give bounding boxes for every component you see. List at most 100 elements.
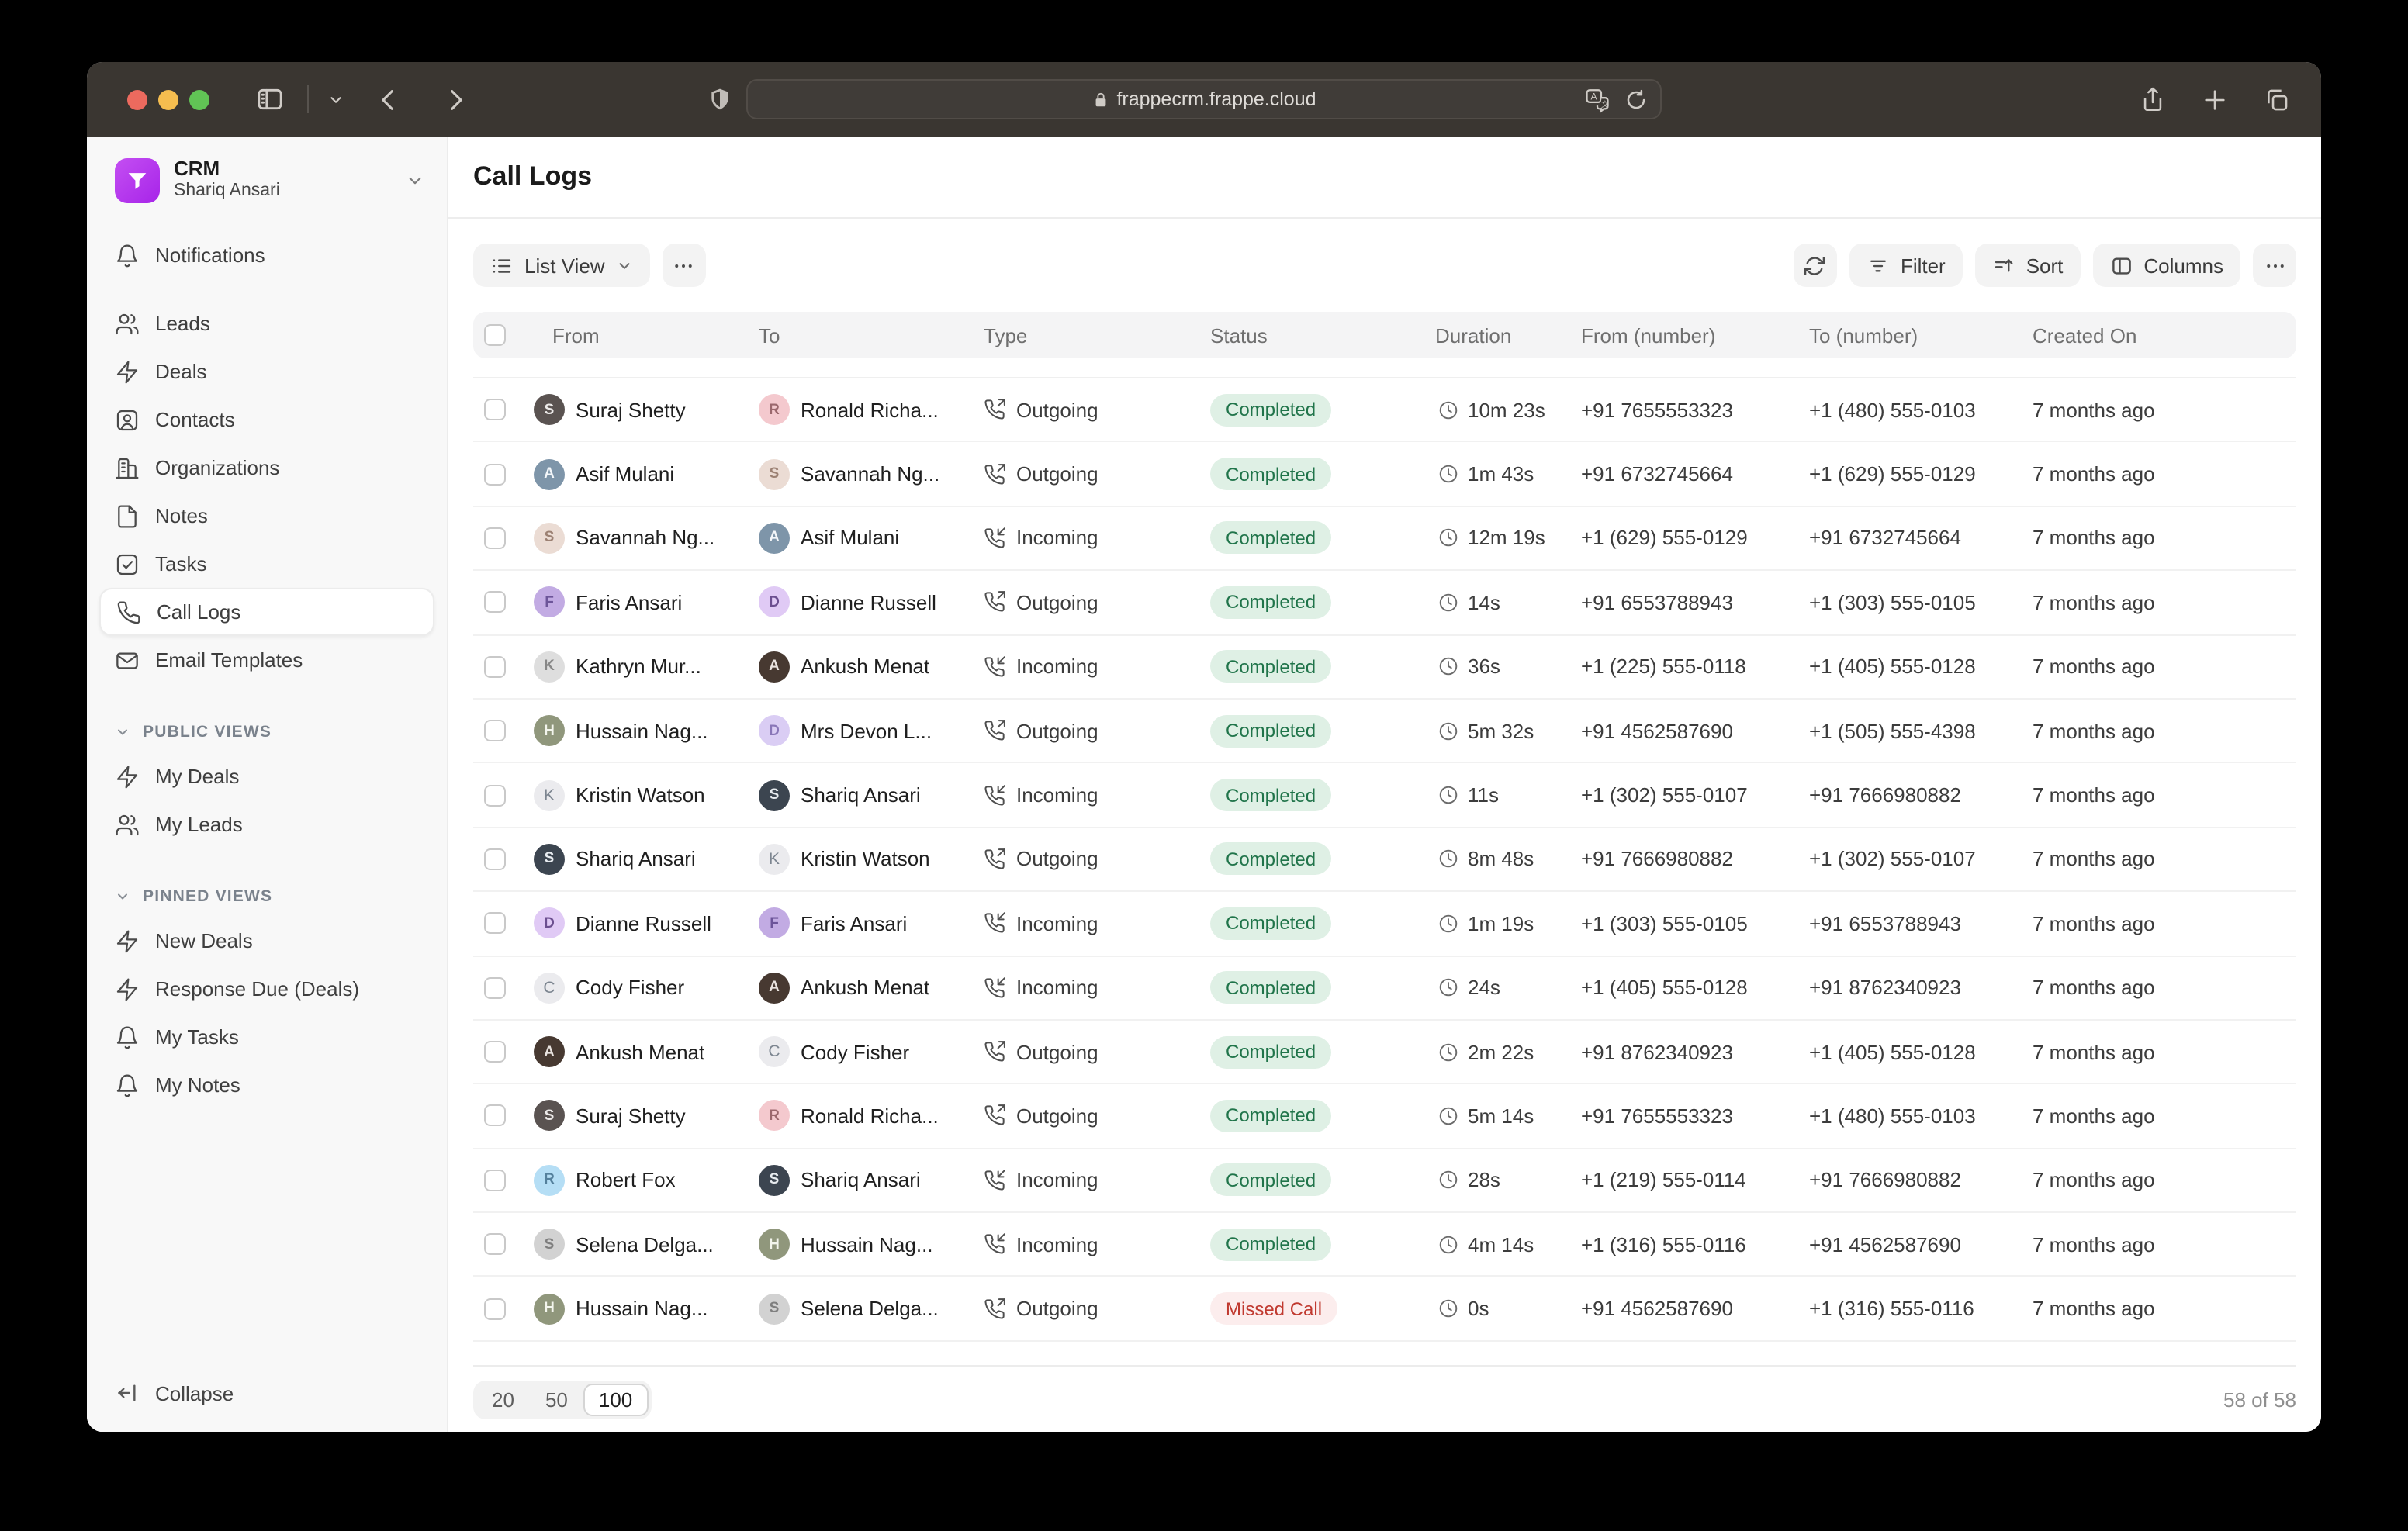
sidebar-item-organizations[interactable]: Organizations [99, 444, 434, 492]
row-checkbox[interactable] [484, 1169, 506, 1191]
table-row[interactable]: F Faris Ansari D Dianne Russell Outgoing Comp… [473, 571, 2296, 636]
view-more-button[interactable] [662, 244, 706, 287]
zoom-button[interactable] [189, 89, 209, 109]
new-tab-icon[interactable] [2202, 86, 2228, 112]
close-button[interactable] [127, 89, 147, 109]
table-row[interactable]: H Hussain Nag... D Mrs Devon L... Outgoing Co… [473, 700, 2296, 764]
column-header[interactable]: From (number) [1581, 323, 1716, 347]
avatar: S [759, 1293, 790, 1325]
table-row[interactable]: C Cody Fisher A Ankush Menat Incoming Complet… [473, 956, 2296, 1021]
sidebar-item-email-templates[interactable]: Email Templates [99, 636, 434, 684]
refresh-button[interactable] [1793, 244, 1837, 287]
select-all-checkbox[interactable] [484, 324, 506, 346]
sidebar-item-contacts[interactable]: Contacts [99, 396, 434, 444]
more-options-button[interactable] [2253, 244, 2296, 287]
sidebar-collapse-button[interactable]: Collapse [99, 1363, 434, 1422]
columns-button[interactable]: Columns [2092, 244, 2240, 287]
avatar: H [759, 1229, 790, 1260]
table-row[interactable]: S Suraj Shetty R Ronald Richa... Outgoing Com… [473, 1085, 2296, 1149]
sidebar-section-header[interactable]: PUBLIC VIEWS [99, 710, 434, 752]
sidebar-item-call-logs[interactable]: Call Logs [99, 588, 434, 636]
table-row[interactable]: K Kristin Watson S Shariq Ansari Incoming Com… [473, 764, 2296, 828]
sidebar-item-my-deals[interactable]: My Deals [99, 752, 434, 800]
table-row[interactable]: K Kathryn Mur... A Ankush Menat Incoming Comp… [473, 635, 2296, 700]
sort-button[interactable]: Sort [1974, 244, 2081, 287]
sidebar-item-leads[interactable]: Leads [99, 299, 434, 347]
status-badge: Completed [1210, 1163, 1332, 1197]
row-checkbox[interactable] [484, 399, 506, 421]
sidebar-item-my-notes[interactable]: My Notes [99, 1061, 434, 1109]
status-badge: Completed [1210, 714, 1332, 748]
sidebar-item-my-tasks[interactable]: My Tasks [99, 1013, 434, 1061]
shield-icon[interactable] [708, 87, 732, 112]
table-row[interactable]: S Savannah Ng... A Asif Mulani Incoming Compl… [473, 507, 2296, 572]
column-header[interactable]: To [759, 323, 780, 347]
row-checkbox[interactable] [484, 1104, 506, 1127]
sidebar-item-notifications[interactable]: Notifications [99, 231, 434, 279]
sidebar-item-response-due-deals-[interactable]: Response Due (Deals) [99, 965, 434, 1013]
duration: 0s [1468, 1297, 1489, 1321]
from-number: +1 (219) 555-0114 [1581, 1168, 1746, 1192]
share-icon[interactable] [2140, 86, 2166, 112]
sidebar-item-notes[interactable]: Notes [99, 492, 434, 540]
table-row[interactable]: H Hussain Nag... S Selena Delga... Outgoing M… [473, 1277, 2296, 1342]
row-checkbox[interactable] [484, 527, 506, 549]
table-row[interactable]: S Shariq Ansari K Kristin Watson Outgoing Com… [473, 828, 2296, 893]
row-checkbox[interactable] [484, 1233, 506, 1256]
sidebar-item-label: Organizations [155, 456, 280, 479]
column-header[interactable]: To (number) [1809, 323, 1918, 347]
row-checkbox[interactable] [484, 976, 506, 999]
url-text[interactable]: frappecrm.frappe.cloud [1116, 88, 1316, 110]
sidebar-item-new-deals[interactable]: New Deals [99, 917, 434, 965]
page-size-option-20[interactable]: 20 [492, 1388, 514, 1411]
column-header[interactable]: Status [1210, 323, 1268, 347]
from-number: +91 7655553323 [1581, 1104, 1733, 1128]
column-header[interactable]: Type [984, 323, 1028, 347]
table-row[interactable]: S Suraj Shetty R Ronald Richa... Outgoing Com… [473, 378, 2296, 443]
sidebar-toggle-icon[interactable] [254, 84, 285, 115]
table-row[interactable]: S Selena Delga... H Hussain Nag... Incoming C… [473, 1213, 2296, 1277]
sidebar-item-label: Response Due (Deals) [155, 977, 360, 1001]
row-checkbox[interactable] [484, 720, 506, 742]
created-on: 7 months ago [2033, 911, 2155, 935]
column-header[interactable]: Duration [1435, 323, 1512, 347]
reload-icon[interactable] [1624, 87, 1648, 113]
page-size-option-100[interactable]: 100 [583, 1383, 649, 1415]
sidebar-item-deals[interactable]: Deals [99, 347, 434, 396]
table-row[interactable]: A Ankush Menat C Cody Fisher Outgoing Complet… [473, 1021, 2296, 1085]
tab-overview-icon[interactable] [2264, 86, 2290, 112]
row-checkbox[interactable] [484, 912, 506, 935]
column-header[interactable]: From [552, 323, 600, 347]
row-checkbox[interactable] [484, 784, 506, 807]
filter-button[interactable]: Filter [1849, 244, 1963, 287]
call-type: Outgoing [1016, 462, 1098, 486]
table-row[interactable]: R Robert Fox S Shariq Ansari Incoming Complet… [473, 1149, 2296, 1214]
minimize-button[interactable] [158, 89, 178, 109]
row-checkbox[interactable] [484, 655, 506, 678]
table-row[interactable]: A Asif Mulani S Savannah Ng... Outgoing Compl… [473, 443, 2296, 507]
row-checkbox[interactable] [484, 591, 506, 613]
row-checkbox[interactable] [484, 848, 506, 870]
column-header[interactable]: Created On [2033, 323, 2137, 347]
page-size-option-50[interactable]: 50 [545, 1388, 568, 1411]
view-selector-button[interactable]: List View [473, 244, 650, 287]
workspace-switcher[interactable]: CRM Shariq Ansari [99, 137, 434, 203]
task-icon [115, 551, 140, 576]
back-button[interactable] [375, 86, 402, 112]
table-header: From To Type Status Duration From (number) To … [473, 312, 2296, 358]
forward-button[interactable] [442, 86, 469, 112]
sidebar-section-header[interactable]: PINNED VIEWS [99, 875, 434, 917]
crm-logo [115, 158, 160, 203]
sidebar-sections: PUBLIC VIEWS My Deals My Leads PINNED VIEWS… [99, 684, 434, 1109]
table-row[interactable]: D Dianne Russell F Faris Ansari Incoming Comp… [473, 892, 2296, 957]
sidebar-item-tasks[interactable]: Tasks [99, 540, 434, 588]
chevron-down-icon[interactable] [327, 91, 344, 108]
created-on: 7 months ago [2033, 1297, 2155, 1321]
row-checkbox[interactable] [484, 463, 506, 486]
row-checkbox[interactable] [484, 1298, 506, 1320]
chevron-down-icon [405, 171, 425, 191]
sidebar-item-my-leads[interactable]: My Leads [99, 800, 434, 848]
row-checkbox[interactable] [484, 1041, 506, 1063]
